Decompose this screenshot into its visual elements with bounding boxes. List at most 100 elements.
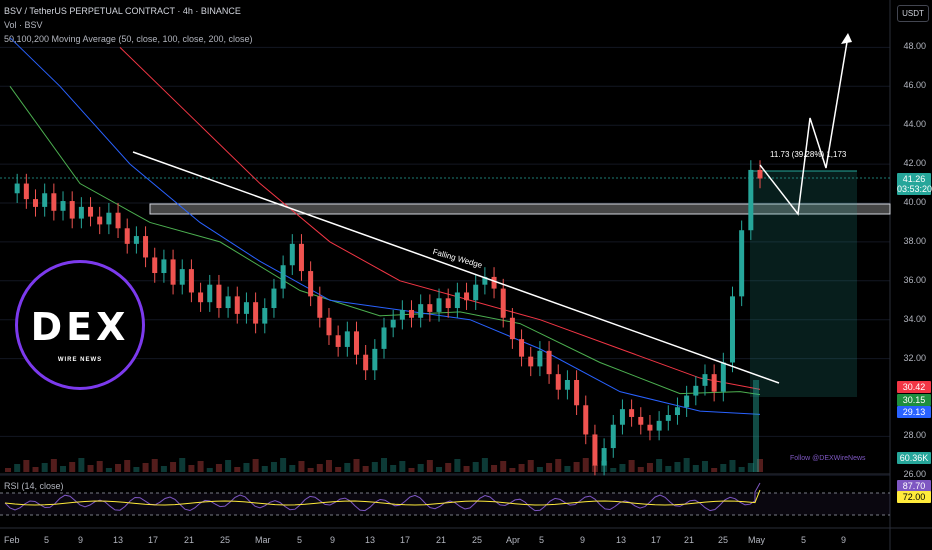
candle-body [409, 309, 415, 318]
price-tick: 44.00 [903, 119, 926, 130]
candle-body [610, 424, 616, 449]
volume-bar [390, 465, 397, 472]
volume-bar [720, 464, 727, 472]
volume-indicator-label[interactable]: Vol · BSV [4, 20, 43, 30]
volume-bar [87, 465, 94, 472]
volume-bar [371, 462, 378, 472]
volume-bar [399, 461, 406, 472]
ma200-line [119, 47, 761, 390]
rsi-band [0, 493, 890, 515]
volume-bar [518, 464, 525, 472]
volume-bar [610, 468, 617, 472]
candle-body [97, 216, 103, 225]
candle-body [152, 257, 158, 274]
volume-bar [96, 461, 103, 472]
candle-body [253, 302, 259, 324]
date-tick: 21 [184, 535, 195, 545]
candle-body [225, 296, 231, 309]
volume-bar [32, 467, 39, 472]
candle-body [454, 292, 460, 309]
candle-body [748, 169, 754, 231]
candle-body [207, 284, 213, 303]
volume-bar [509, 468, 516, 472]
volume-bar [500, 461, 507, 472]
candle-body [23, 183, 29, 200]
volume-bar [60, 466, 67, 472]
volume-bar [335, 467, 342, 472]
date-tick: 9 [78, 535, 84, 545]
price-tick: 28.00 [903, 430, 926, 441]
candle-body [234, 296, 240, 314]
candle-body [363, 354, 369, 371]
candle-body [674, 407, 680, 416]
volume-bar [78, 458, 85, 472]
projection-path [759, 35, 849, 216]
date-tick: 5 [44, 535, 50, 545]
volume-bar [234, 467, 241, 472]
candle-body [564, 379, 570, 390]
volume-bar [215, 464, 222, 472]
volume-bar [729, 460, 736, 472]
follow-watermark: Follow @DEXWireNews [790, 455, 866, 462]
candle-body [711, 374, 717, 392]
candle-body [665, 415, 671, 421]
volume-bar [591, 465, 598, 472]
logo-text: DEX [30, 305, 130, 349]
candle-body [464, 292, 470, 301]
candle-body [69, 201, 75, 219]
volume-bar [5, 468, 11, 472]
dex-logo: DEX WIRE NEWS [15, 260, 145, 390]
symbol-title[interactable]: BSV / TetherUS PERPETUAL CONTRACT · 4h ·… [4, 6, 241, 16]
candle-body [33, 199, 39, 207]
candle-body [216, 284, 222, 309]
volume-bar [307, 468, 314, 472]
candle-body [528, 356, 534, 367]
date-tick: 9 [580, 535, 586, 545]
rsi-label[interactable]: RSI (14, close) [4, 481, 64, 491]
date-tick: 13 [616, 535, 627, 545]
volume-bar [665, 466, 672, 472]
date-tick: 9 [841, 535, 847, 545]
ma-indicator-label[interactable]: 50,100,200 Moving Average (50, close, 10… [4, 34, 253, 44]
volume-bar [142, 463, 149, 472]
candle-body [509, 317, 515, 340]
volume-bar [353, 459, 360, 472]
volume-bar [555, 459, 562, 472]
volume-bar [757, 459, 763, 472]
volume-bar [683, 458, 690, 472]
volume-bar [243, 463, 250, 472]
volume-bar [472, 462, 479, 472]
currency-button[interactable]: USDT [897, 5, 929, 22]
candle-body [418, 304, 424, 318]
volume-bar [628, 460, 635, 472]
ma100-line [9, 37, 761, 415]
volume-bar [105, 468, 112, 472]
price-tick: 48.00 [903, 41, 926, 52]
candle-body [124, 228, 130, 244]
candle-body [519, 339, 525, 357]
measure-label[interactable]: 11.73 (39.28%) 1,173 [770, 150, 847, 159]
volume-bar [701, 461, 708, 472]
candle-body [262, 308, 268, 324]
volume-bar [325, 460, 332, 472]
candle-body [78, 206, 84, 219]
volume-bar [50, 459, 57, 472]
candle-body [317, 296, 323, 318]
volume-bar [417, 464, 424, 472]
candle-body [88, 206, 94, 217]
candle-body [702, 374, 708, 386]
volume-bar [23, 460, 30, 472]
volume-bar [197, 461, 204, 472]
candle-body [133, 236, 139, 244]
volume-bar [711, 468, 718, 472]
volume-bar [151, 459, 158, 472]
volume-bar [133, 467, 140, 472]
candle-body [280, 265, 286, 289]
volume-bar [362, 466, 369, 472]
volume-bar [601, 461, 608, 472]
date-tick: Apr [506, 535, 521, 545]
volume-bar [637, 467, 644, 472]
volume-bar [69, 462, 76, 472]
volume-bar [41, 463, 48, 472]
